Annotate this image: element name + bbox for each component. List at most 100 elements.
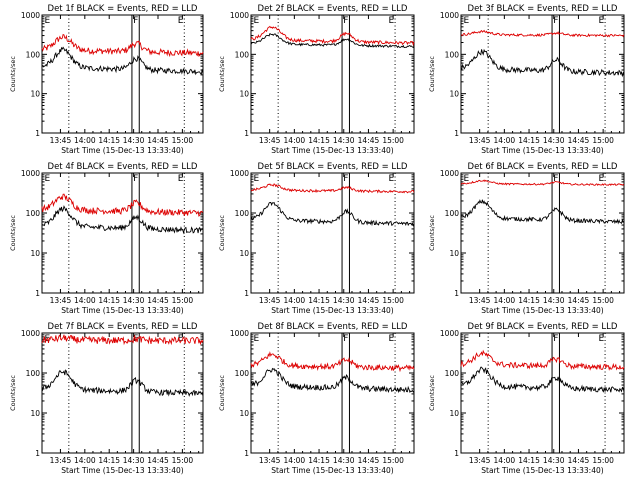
x-tick-label: 13:45: [259, 456, 281, 465]
y-tick-label: 10: [30, 409, 40, 418]
y-tick-label: 10: [30, 249, 40, 258]
y-tick-label: 1000: [21, 329, 40, 338]
y-tick-label: 1: [244, 289, 249, 298]
events-series-line: [41, 369, 204, 397]
y-tick-label: 10: [239, 249, 249, 258]
panel-title: Det 8f BLACK = Events, RED = LLD: [258, 322, 408, 332]
x-tick-label: 14:45: [358, 296, 380, 305]
events-series-line: [250, 367, 415, 394]
x-tick-label: 15:00: [382, 296, 404, 305]
panel-title: Det 4f BLACK = Events, RED = LLD: [48, 162, 198, 172]
x-tick-label: 15:00: [172, 296, 194, 305]
events-series-line: [41, 46, 204, 76]
lld-series-line: [460, 179, 625, 186]
x-tick-label: 13:45: [469, 456, 491, 465]
panel-det-9: Det 9f BLACK = Events, RED = LLD 1 10 100 10…: [428, 322, 625, 475]
x-axis-label: Start Time (15-Dec-13 13:33:40): [481, 466, 603, 475]
x-tick-label: 14:00: [74, 456, 96, 465]
plot-frame: [41, 332, 204, 454]
flag-label: E: [388, 334, 394, 344]
events-series-line: [461, 366, 625, 393]
panel-det-1: Det 1f BLACK = Events, RED = LLD 1 10 100 10…: [9, 4, 204, 155]
x-axis-label: Start Time (15-Dec-13 13:33:40): [61, 146, 183, 155]
x-tick-label: 15:00: [592, 456, 614, 465]
x-tick-label: 13:45: [50, 296, 72, 305]
y-axis-label: Counts/sec: [428, 375, 436, 411]
y-axis-label: Counts/sec: [428, 56, 436, 92]
x-tick-label: 13:45: [50, 456, 72, 465]
flag-label: F: [133, 16, 138, 26]
y-axis-label: Counts/sec: [218, 56, 226, 92]
flag-label: E: [388, 16, 394, 26]
y-tick-label: 1: [35, 449, 40, 458]
events-series-line: [250, 33, 415, 49]
plot-frame: [460, 332, 625, 454]
panel-title: Det 5f BLACK = Events, RED = LLD: [258, 162, 408, 172]
y-tick-label: 1000: [440, 169, 459, 178]
lld-series-line: [41, 33, 204, 58]
flag-label: E: [463, 16, 469, 26]
x-axis-label: Start Time (15-Dec-13 13:33:40): [271, 306, 393, 315]
flag-label: F: [553, 334, 558, 344]
y-tick-label: 10: [239, 409, 249, 418]
flag-label: E: [44, 174, 50, 184]
y-tick-label: 1: [454, 289, 459, 298]
flag-label: E: [178, 174, 184, 184]
x-tick-label: 14:15: [308, 456, 330, 465]
lld-series-line: [250, 25, 415, 47]
x-tick-label: 14:00: [494, 136, 516, 145]
flag-label: E: [253, 16, 259, 26]
y-tick-label: 1000: [440, 11, 459, 20]
lld-series-line: [460, 349, 625, 371]
plot-frame: [250, 332, 415, 454]
x-tick-label: 14:15: [518, 136, 540, 145]
y-tick-label: 1: [454, 129, 459, 138]
x-tick-label: 14:45: [568, 296, 590, 305]
y-tick-label: 1000: [21, 11, 40, 20]
y-tick-label: 100: [26, 50, 41, 59]
flag-label: E: [598, 334, 604, 344]
x-tick-label: 14:30: [543, 296, 565, 305]
y-tick-label: 100: [26, 209, 41, 218]
x-tick-label: 13:45: [259, 296, 281, 305]
y-tick-label: 10: [449, 409, 459, 418]
plot-frame: [250, 14, 415, 134]
plot-frame: [41, 172, 204, 294]
plot-frame: [250, 172, 415, 294]
x-tick-label: 14:45: [147, 136, 169, 145]
y-tick-label: 100: [235, 209, 250, 218]
y-tick-label: 10: [30, 90, 40, 99]
y-axis-label: Counts/sec: [9, 215, 17, 251]
y-tick-label: 1000: [230, 169, 249, 178]
events-series-line: [41, 205, 204, 235]
events-series-line: [460, 48, 625, 78]
x-tick-label: 14:15: [98, 456, 120, 465]
panel-title: Det 2f BLACK = Events, RED = LLD: [258, 4, 408, 14]
flag-label: F: [343, 174, 348, 184]
y-axis-label: Counts/sec: [9, 375, 17, 411]
y-tick-label: 100: [26, 369, 41, 378]
flag-label: E: [463, 334, 469, 344]
y-tick-label: 100: [445, 209, 460, 218]
x-tick-label: 14:30: [123, 136, 145, 145]
x-tick-label: 13:45: [50, 136, 72, 145]
flag-label: E: [463, 174, 469, 184]
x-tick-label: 14:30: [123, 456, 145, 465]
x-tick-label: 15:00: [592, 136, 614, 145]
x-tick-label: 13:45: [469, 296, 491, 305]
flag-label: E: [44, 16, 50, 26]
x-tick-label: 14:00: [284, 456, 306, 465]
y-tick-label: 10: [449, 90, 459, 99]
lld-series-line: [41, 334, 204, 346]
x-tick-label: 14:00: [284, 136, 306, 145]
events-series-line: [460, 199, 625, 225]
x-tick-label: 14:15: [518, 456, 540, 465]
panel-det-7: Det 7f BLACK = Events, RED = LLD 1 10 100 10…: [9, 322, 204, 475]
x-axis-label: Start Time (15-Dec-13 13:33:40): [271, 146, 393, 155]
x-tick-label: 14:45: [358, 136, 380, 145]
y-tick-label: 1: [35, 129, 40, 138]
flag-label: E: [253, 174, 259, 184]
x-tick-label: 14:45: [147, 456, 169, 465]
flag-label: E: [178, 16, 184, 26]
flag-label: F: [553, 16, 558, 26]
